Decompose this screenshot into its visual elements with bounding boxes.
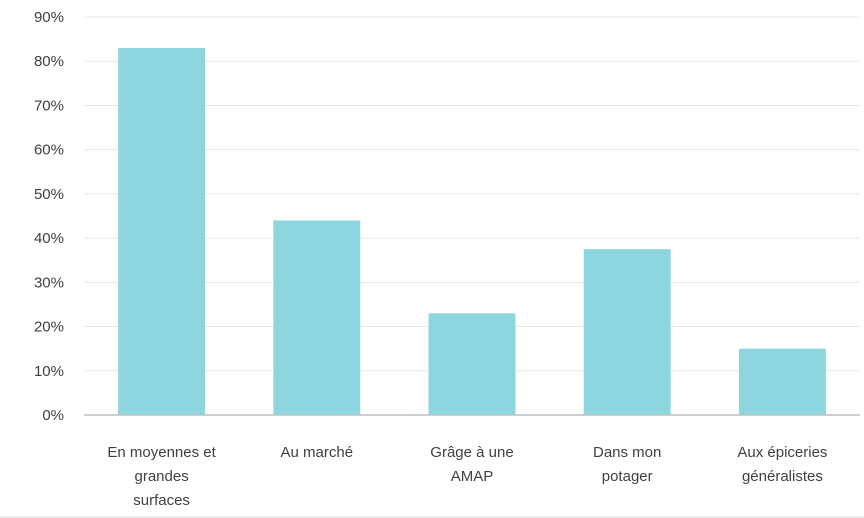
y-tick-label: 10% [34,363,64,380]
x-category-label: Grâge à une AMAP [430,444,513,485]
bars [118,47,826,415]
bar [118,47,206,415]
y-tick-label: 0% [42,407,64,424]
bar [738,348,826,415]
x-axis-category-labels: En moyennes et grandes surfaces Au marché Gr… [107,444,827,509]
x-category-label: Aux épiceries généralistes [737,444,827,485]
y-tick-label: 30% [34,274,64,291]
bar [583,249,671,415]
bar [428,313,516,415]
y-tick-label: 20% [34,319,64,336]
y-tick-label: 70% [34,97,64,114]
bar [273,220,361,415]
y-axis-tick-labels: 0% 10% 20% 30% 40% 50% 60% 70% 80% 90% [34,9,64,424]
gridlines [84,16,860,372]
y-tick-label: 60% [34,142,64,159]
x-category-label: Au marché [281,444,354,461]
y-tick-label: 90% [34,9,64,26]
x-category-label: Dans mon potager [593,444,661,485]
x-category-label: En moyennes et grandes surfaces [107,444,216,509]
y-tick-label: 50% [34,186,64,203]
y-tick-label: 40% [34,230,64,247]
y-tick-label: 80% [34,53,64,70]
